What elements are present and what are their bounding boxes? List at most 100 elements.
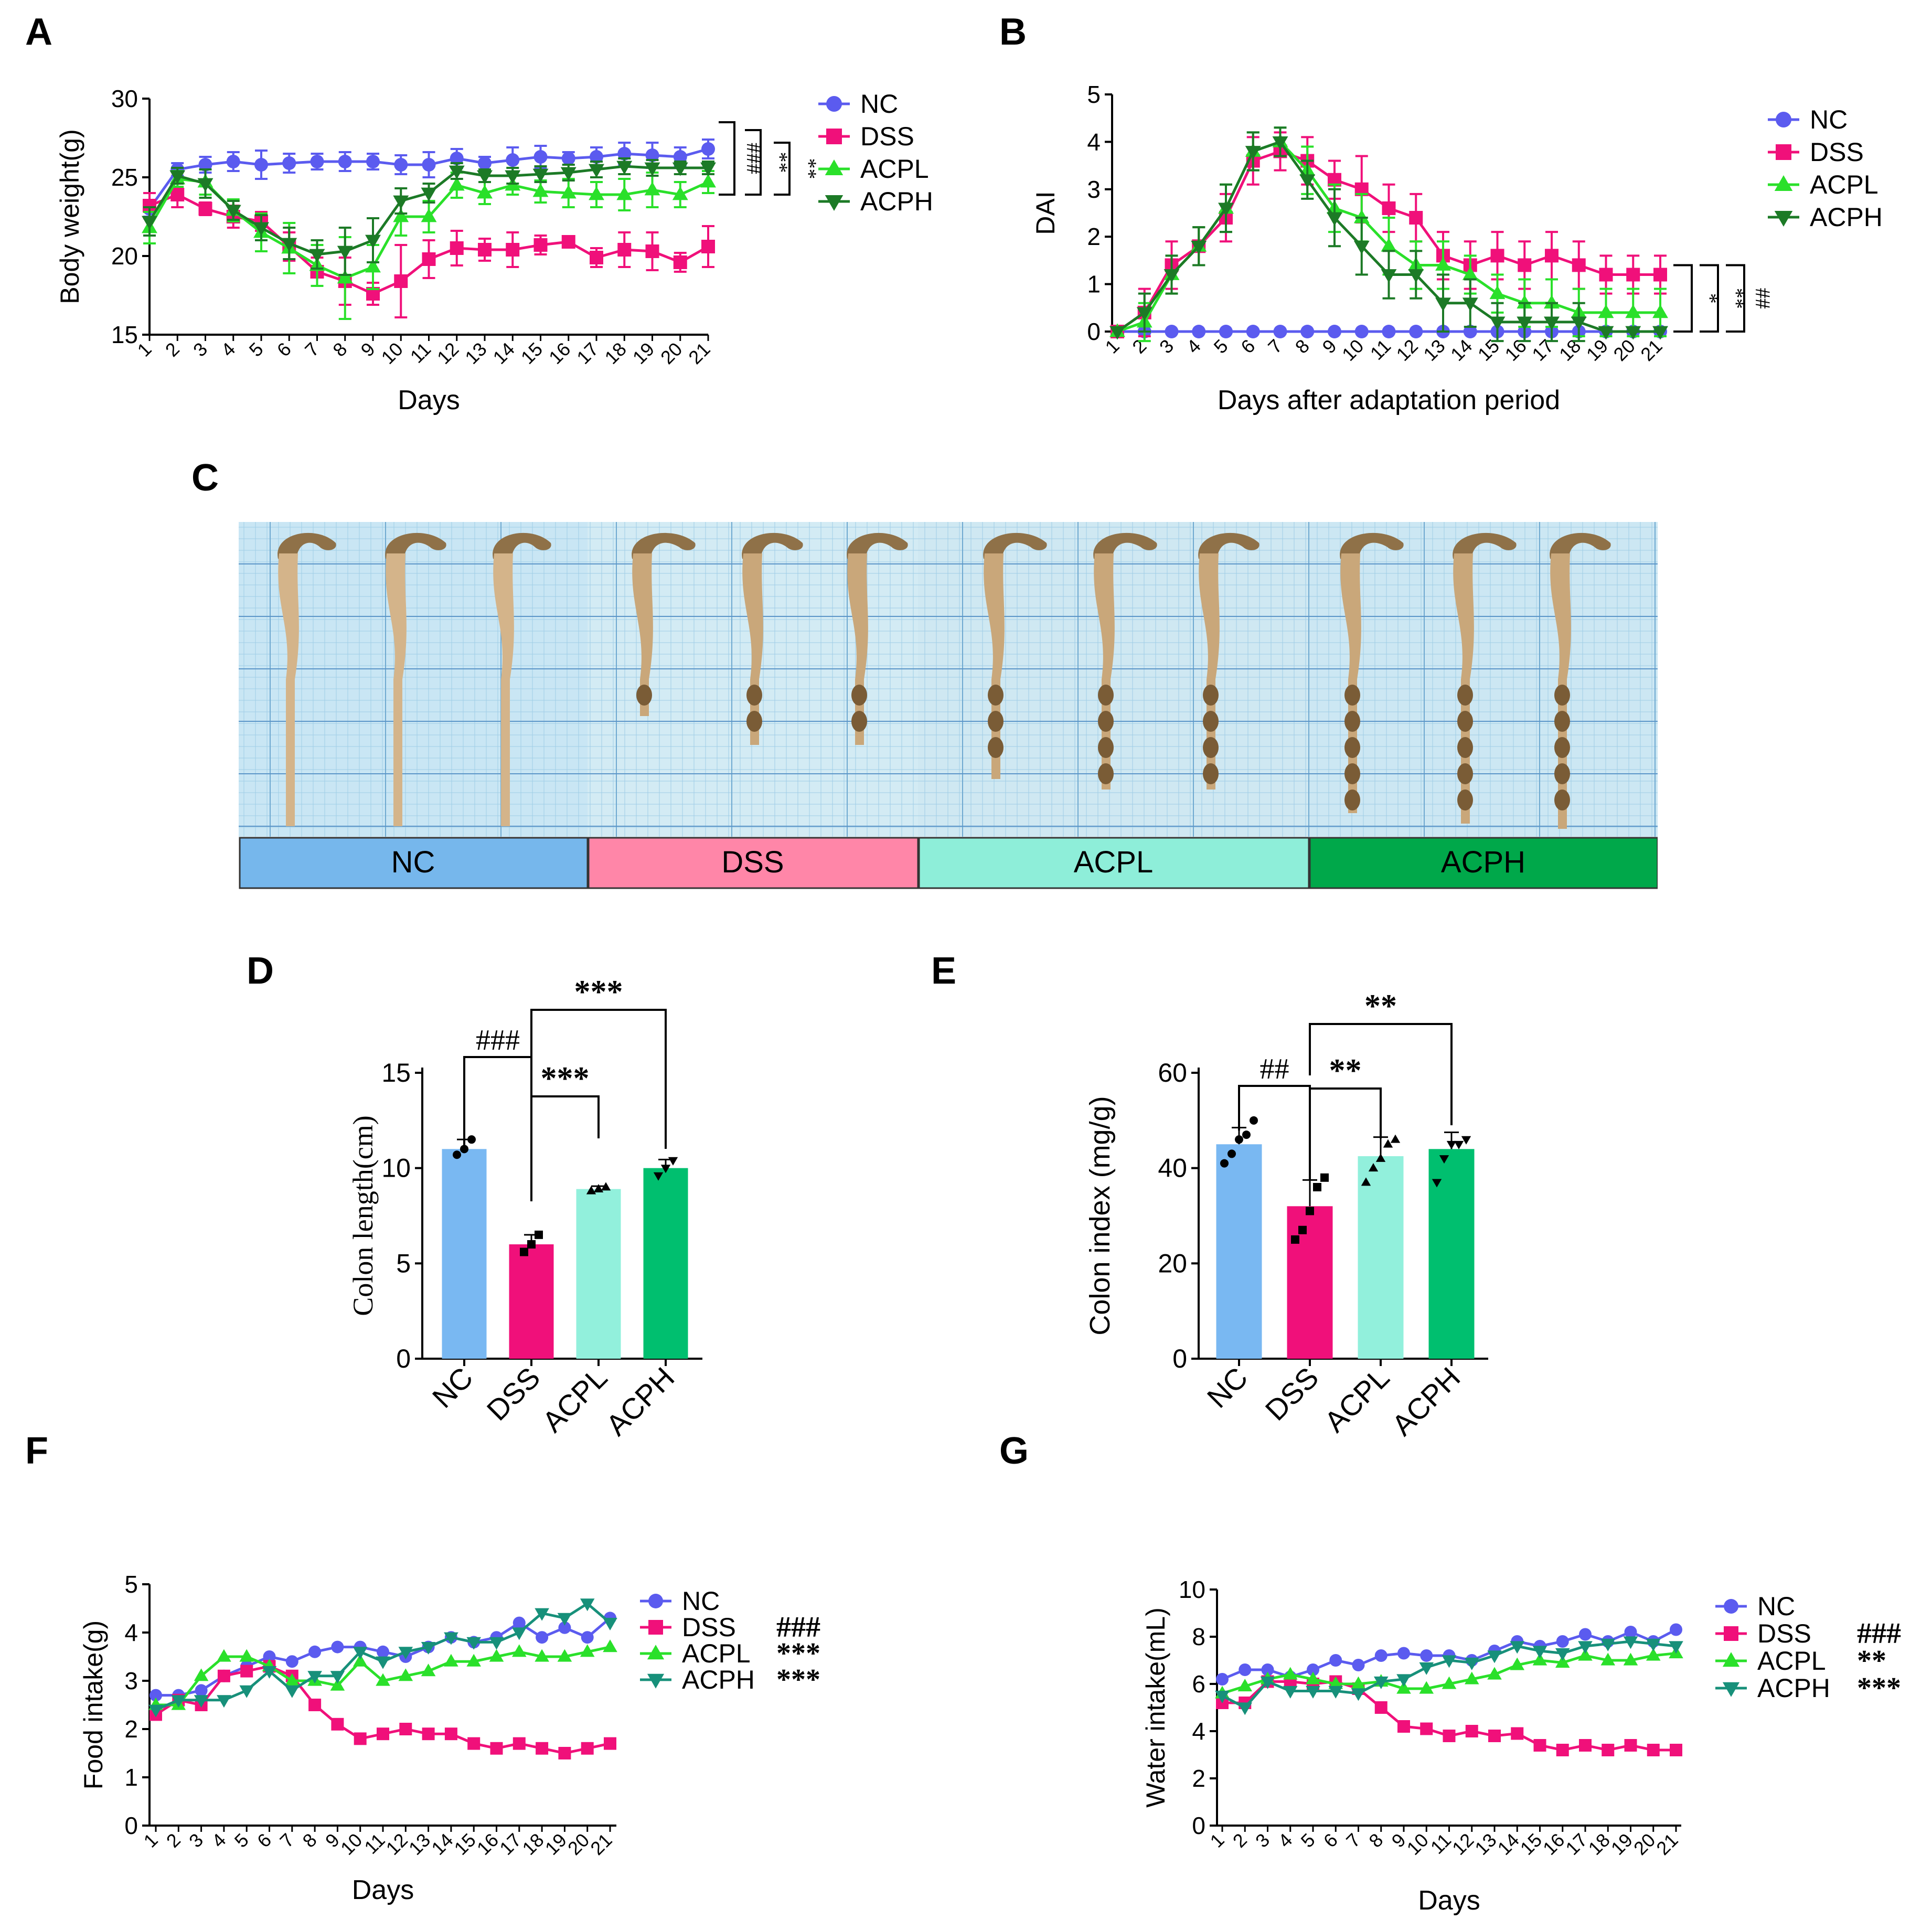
x-tick-label: NC — [1201, 1361, 1254, 1414]
x-tick-label: ACPH — [1385, 1361, 1467, 1442]
x-tick-label: ACPL — [536, 1361, 613, 1438]
data-point — [1511, 1727, 1523, 1740]
bar-DSS — [509, 1244, 554, 1359]
group-legend-label: NC — [391, 845, 435, 879]
data-point — [1375, 1701, 1387, 1714]
data-point — [1670, 1744, 1682, 1756]
data-point — [701, 142, 715, 156]
data-point — [1625, 304, 1641, 318]
data-point — [590, 251, 603, 264]
data-point — [1246, 325, 1260, 338]
legend-significance: *** — [1857, 1672, 1901, 1704]
x-tick-label: 8 — [1364, 1829, 1387, 1852]
x-tick-label: 8 — [328, 338, 351, 361]
y-tick-label: 5 — [396, 1249, 411, 1278]
fecal-pellet — [851, 685, 867, 706]
bar-ACPH — [644, 1168, 688, 1359]
legend-label: DSS — [682, 1613, 736, 1642]
data-point — [1652, 304, 1668, 318]
fecal-pellet — [746, 711, 762, 732]
x-tick-label: 17 — [572, 338, 602, 368]
x-tick-label: 4 — [1274, 1829, 1296, 1852]
fecal-pellet — [1344, 685, 1360, 706]
fecal-pellet — [1554, 711, 1570, 732]
legend-label: ACPH — [860, 187, 933, 216]
data-point — [1556, 1635, 1569, 1648]
x-tick-label: 4 — [1182, 335, 1205, 358]
y-tick-label: 4 — [1192, 1718, 1205, 1745]
data-point — [1669, 1641, 1683, 1654]
fecal-pellet — [636, 685, 652, 706]
data-point — [1461, 1136, 1471, 1145]
significance-bracket — [1310, 1089, 1381, 1138]
data-point — [1291, 1235, 1299, 1244]
data-point — [581, 1631, 594, 1644]
x-tick-label: NC — [426, 1361, 479, 1414]
legend-label: ACPL — [1757, 1646, 1826, 1676]
chart-food-intake: 0123451 2 3 4 5 6 7 8 9101112131415161718192021F… — [0, 1542, 981, 1920]
y-tick-label: 3 — [124, 1667, 138, 1694]
data-point — [581, 1742, 594, 1755]
x-tick-label: 2 — [1229, 1829, 1251, 1852]
data-point — [1383, 1139, 1393, 1148]
y-tick-label: 30 — [111, 85, 138, 112]
fecal-pellet — [1344, 711, 1360, 732]
data-point — [394, 158, 408, 172]
x-tick-label: 4 — [207, 1829, 230, 1852]
x-tick-label: 18 — [1555, 335, 1585, 365]
x-tick-label: 11 — [1366, 335, 1395, 364]
group-legend-label: DSS — [721, 845, 784, 879]
data-point — [366, 155, 380, 168]
legend-marker — [648, 1620, 663, 1635]
fecal-pellet — [1457, 737, 1473, 758]
data-point — [399, 1723, 412, 1735]
data-point — [1534, 1739, 1546, 1752]
fecal-pellet — [988, 711, 1004, 732]
x-axis-label: Days — [1418, 1885, 1480, 1916]
legend-marker — [1723, 1682, 1739, 1697]
bar-ACPL — [577, 1189, 621, 1359]
x-tick-label: 20 — [656, 338, 686, 368]
significance-mark: ### — [476, 1024, 520, 1057]
fecal-pellet — [1457, 685, 1473, 706]
data-point — [478, 156, 492, 170]
data-point — [1220, 1159, 1229, 1168]
data-point — [1382, 325, 1396, 338]
x-tick-label: 17 — [1528, 335, 1557, 365]
fecal-pellet — [1457, 763, 1473, 784]
legend-marker — [1776, 112, 1791, 127]
y-axis-label: Colon length(cm) — [347, 1115, 379, 1316]
x-tick-label: 6 — [253, 1829, 275, 1852]
fecal-pellet — [1457, 790, 1473, 810]
data-point — [1518, 258, 1531, 272]
fecal-pellet — [988, 685, 1004, 706]
y-axis-label: DAI — [1031, 191, 1060, 234]
data-point — [520, 1248, 528, 1256]
data-point — [534, 238, 548, 252]
fecal-pellet — [746, 685, 762, 706]
data-point — [453, 1150, 461, 1159]
x-tick-label: 12 — [1392, 335, 1422, 365]
data-point — [199, 202, 212, 216]
fecal-pellet — [851, 711, 867, 732]
y-tick-label: 10 — [381, 1154, 411, 1183]
x-tick-label: DSS — [1259, 1361, 1325, 1427]
bar-DSS — [1287, 1206, 1333, 1359]
data-point — [331, 1718, 344, 1731]
x-tick-label: 6 — [273, 338, 295, 361]
data-point — [450, 241, 464, 255]
legend-marker — [825, 195, 844, 211]
bar-ACPL — [1358, 1156, 1404, 1359]
photo-background — [918, 522, 1309, 837]
data-point — [1391, 1135, 1400, 1143]
y-tick-label: 2 — [1192, 1765, 1205, 1792]
y-tick-label: 0 — [396, 1344, 411, 1373]
data-point — [1556, 1744, 1569, 1756]
x-axis-label: Days — [398, 385, 460, 415]
data-point — [1653, 268, 1667, 282]
legend-label: ACPL — [1810, 170, 1878, 199]
data-point — [617, 243, 631, 257]
x-tick-label: 2 — [1128, 335, 1150, 358]
significance-mark: ** — [1364, 988, 1397, 1024]
